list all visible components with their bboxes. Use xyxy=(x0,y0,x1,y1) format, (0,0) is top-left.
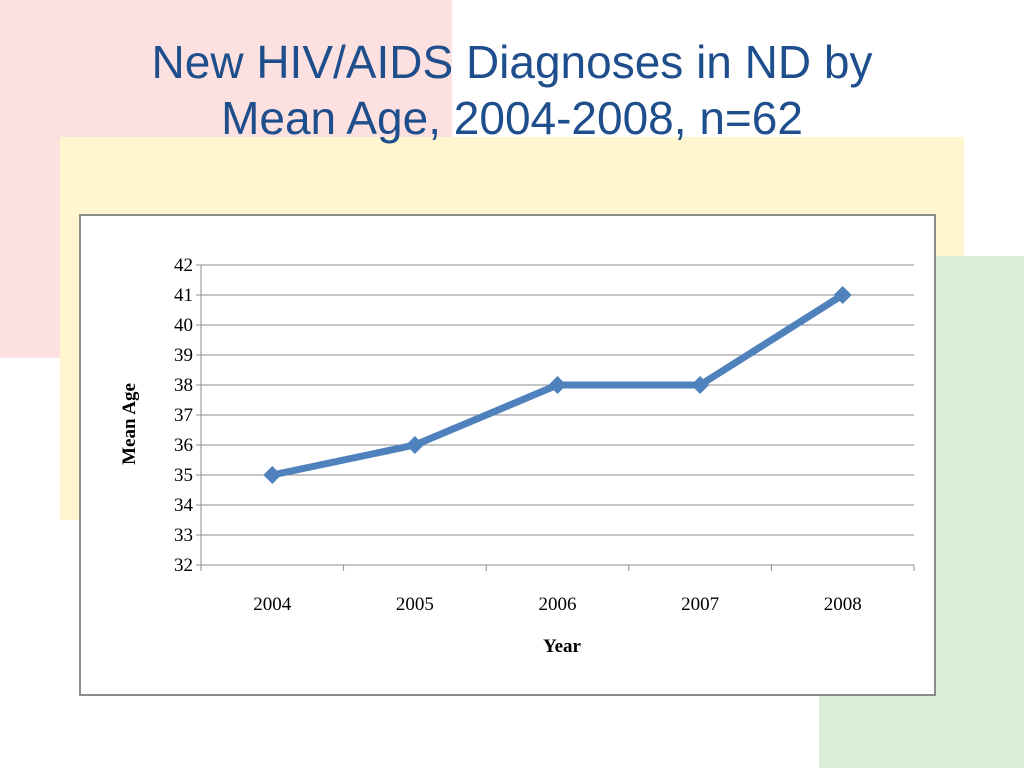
y-tick-label-32: 32 xyxy=(174,555,193,576)
y-tick-label-39: 39 xyxy=(174,345,193,366)
x-tick-label-2005: 2005 xyxy=(396,594,434,615)
y-tick-label-34: 34 xyxy=(174,495,194,516)
y-tick-label-41: 41 xyxy=(174,285,193,306)
data-point-2007 xyxy=(691,376,710,394)
slide-title-line2: Mean Age, 2004-2008, n=62 xyxy=(221,92,803,144)
series xyxy=(263,286,852,484)
x-axis-title: Year xyxy=(543,636,582,657)
axes xyxy=(196,264,915,571)
data-point-2004 xyxy=(263,466,282,484)
slide-title-line1: New HIV/AIDS Diagnoses in ND by xyxy=(151,36,873,88)
y-tick-label-42: 42 xyxy=(174,255,193,276)
y-tick-label-38: 38 xyxy=(174,375,193,396)
x-tick-label-2004: 2004 xyxy=(253,594,291,615)
chart-frame: 32 33 34 35 36 37 38 39 40 41 42 2004 2005 2006 2007 2… xyxy=(79,214,936,696)
data-point-2006 xyxy=(548,376,567,394)
y-tick-label-33: 33 xyxy=(174,525,193,546)
data-point-2008 xyxy=(833,286,852,304)
y-tick-label-35: 35 xyxy=(174,465,193,486)
x-tick-label-2008: 2008 xyxy=(824,594,862,615)
gridlines xyxy=(201,264,914,536)
y-tick-label-37: 37 xyxy=(174,405,193,426)
data-point-2005 xyxy=(405,436,424,454)
slide-title: New HIV/AIDS Diagnoses in ND by Mean Age… xyxy=(20,34,1004,146)
x-tick-labels: 2004 2005 2006 2007 2008 xyxy=(253,594,861,615)
y-axis-title: Mean Age xyxy=(119,383,140,465)
y-tick-labels: 32 33 34 35 36 37 38 39 40 41 42 xyxy=(174,255,194,576)
y-tick-label-36: 36 xyxy=(174,435,193,456)
x-tick-label-2007: 2007 xyxy=(681,594,719,615)
x-tick-label-2006: 2006 xyxy=(539,594,577,615)
y-tick-label-40: 40 xyxy=(174,315,193,336)
